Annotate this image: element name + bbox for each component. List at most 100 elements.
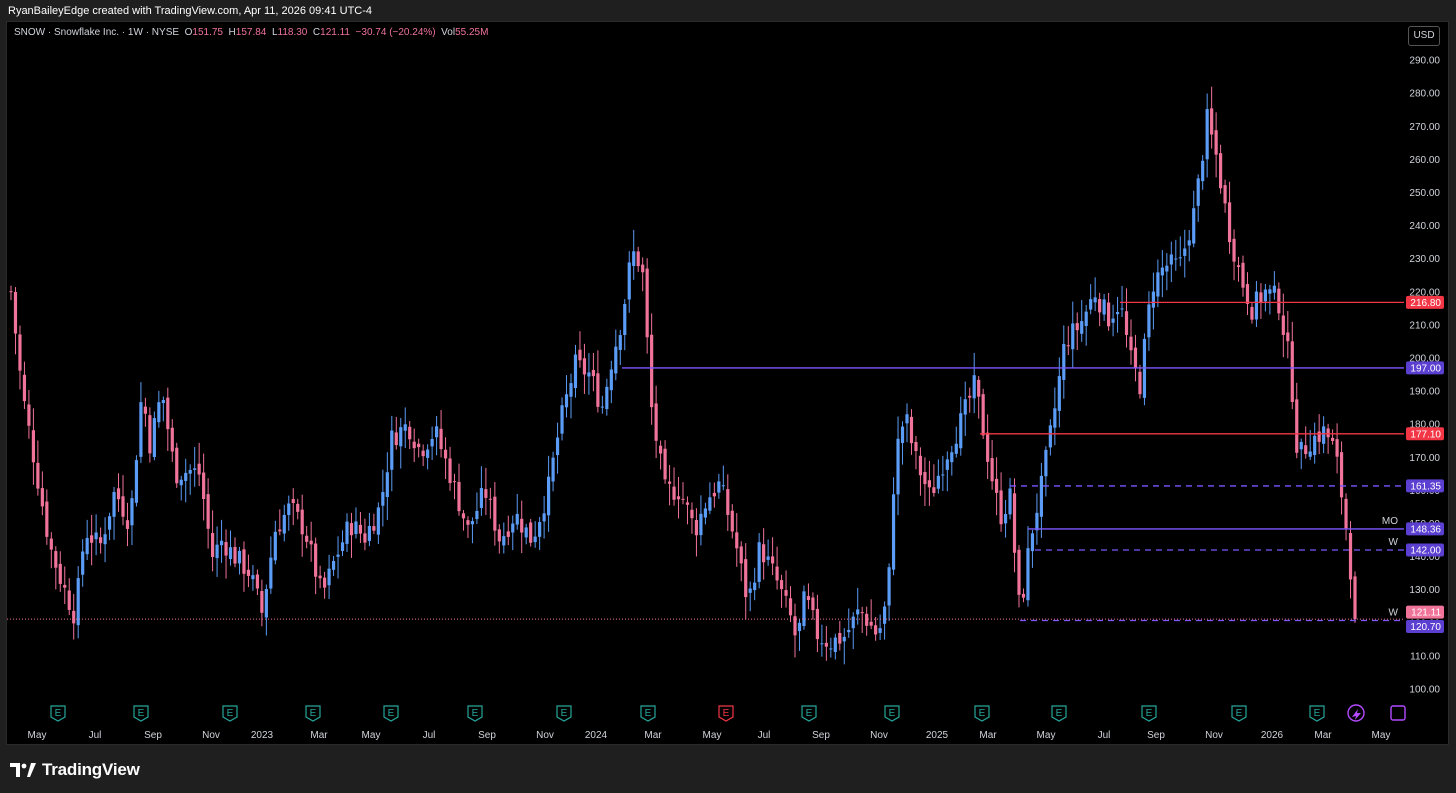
candle-up <box>533 536 537 543</box>
open-value: 151.75 <box>192 27 223 38</box>
candle-up <box>336 554 340 557</box>
candle-down <box>22 374 27 402</box>
price-tick-label: 170.00 <box>1409 453 1440 464</box>
candle-down <box>932 487 936 493</box>
candle-up <box>1093 297 1097 303</box>
time-tick-label: Mar <box>310 730 328 741</box>
candle-up <box>564 394 569 408</box>
candle-up <box>367 525 371 542</box>
earnings-marker-label: E <box>723 708 730 719</box>
candle-up <box>627 262 631 300</box>
candle-down <box>1344 498 1348 529</box>
earnings-marker-icon[interactable] <box>1051 705 1067 722</box>
candle-up <box>1313 435 1317 455</box>
candle-down <box>1138 371 1142 395</box>
candle-down <box>685 502 690 505</box>
time-tick-label: Jul <box>1098 730 1111 741</box>
candle-up <box>708 497 712 511</box>
time-tick-label: Sep <box>812 730 830 741</box>
candle-up <box>103 534 107 545</box>
symbol-legend: SNOW · Snowflake Inc. · 1W · NYSE O151.7… <box>14 27 488 38</box>
candle-up <box>900 426 905 444</box>
earnings-marker-icon[interactable] <box>1141 705 1157 722</box>
candle-up <box>851 616 855 629</box>
candle-up <box>757 542 761 582</box>
earnings-marker-icon[interactable] <box>640 705 656 722</box>
earnings-marker-icon[interactable] <box>383 705 399 722</box>
candle-up <box>264 589 268 618</box>
candle-up <box>1156 272 1160 297</box>
earnings-marker-icon[interactable] <box>884 705 900 722</box>
price-tick-label: 190.00 <box>1409 387 1440 398</box>
time-tick-label: Jul <box>89 730 102 741</box>
candle-up <box>1035 512 1039 531</box>
candle-up <box>1196 178 1200 206</box>
price-tick-label: 100.00 <box>1409 685 1440 696</box>
candle-up <box>390 430 394 470</box>
candle-down <box>735 532 739 549</box>
candle-down <box>578 349 582 361</box>
tradingview-logo-icon <box>10 763 36 777</box>
candle-down <box>408 426 412 440</box>
candle-up <box>130 498 134 526</box>
candle-up <box>721 485 725 487</box>
earnings-marker-icon[interactable] <box>974 705 990 722</box>
earnings-marker-icon[interactable] <box>467 705 483 722</box>
candle-down <box>591 369 595 377</box>
earnings-marker-icon[interactable] <box>1231 705 1247 722</box>
level-price-label-bg <box>1406 619 1444 633</box>
candle-up <box>85 537 89 555</box>
dividend-event-icon[interactable] <box>1347 704 1365 722</box>
candle-down <box>806 596 811 601</box>
level-price-label-bg <box>1406 543 1444 557</box>
candle-down <box>488 498 492 500</box>
candle-down <box>18 334 22 371</box>
candle-up <box>470 521 475 525</box>
earnings-marker-icon[interactable] <box>305 705 321 722</box>
earnings-marker-icon[interactable] <box>50 705 66 722</box>
candle-down <box>309 540 313 545</box>
earnings-marker-icon[interactable] <box>222 705 238 722</box>
price-tick-label: 230.00 <box>1409 254 1440 265</box>
candle-up <box>385 472 389 497</box>
candle-down <box>197 463 201 475</box>
events-icon[interactable] <box>1390 705 1406 721</box>
earnings-marker-icon[interactable] <box>718 705 734 722</box>
candle-down <box>672 486 676 500</box>
price-tick-label: 110.00 <box>1410 651 1440 662</box>
candle-down <box>659 445 663 454</box>
candle-down <box>296 503 300 512</box>
candle-down <box>1290 341 1294 402</box>
price-tick-label: 210.00 <box>1409 320 1440 331</box>
earnings-marker-icon[interactable] <box>556 705 572 722</box>
candle-up <box>1030 533 1035 552</box>
earnings-marker-icon[interactable] <box>133 705 149 722</box>
candle-up <box>941 474 945 476</box>
price-tick-label: 280.00 <box>1409 89 1440 100</box>
candle-down <box>246 569 251 576</box>
candle-down <box>838 632 842 644</box>
candle-down <box>170 427 174 452</box>
price-chart[interactable]: 100.00110.00120.00130.00140.00150.00160.… <box>0 0 1456 746</box>
earnings-marker-icon[interactable] <box>801 705 817 722</box>
candle-down <box>914 442 918 452</box>
candle-down <box>981 394 985 436</box>
candle-down <box>461 513 466 519</box>
candle-down <box>443 449 448 459</box>
candle-up <box>587 372 591 377</box>
candle-up <box>605 386 609 410</box>
candle-up <box>179 479 183 486</box>
currency-button[interactable]: USD <box>1408 26 1440 46</box>
candle-up <box>502 536 506 546</box>
tradingview-brand[interactable]: TradingView <box>10 760 140 780</box>
candle-up <box>1080 321 1084 334</box>
earnings-marker-icon[interactable] <box>1309 705 1325 722</box>
candle-up <box>609 369 613 391</box>
candle-down <box>255 574 259 589</box>
time-tick-label: May <box>28 730 47 741</box>
price-tick-label: 130.00 <box>1409 585 1440 596</box>
lightning-icon <box>1352 709 1361 720</box>
candle-down <box>54 551 58 568</box>
candle-up <box>600 406 604 408</box>
time-tick-label: May <box>362 730 381 741</box>
